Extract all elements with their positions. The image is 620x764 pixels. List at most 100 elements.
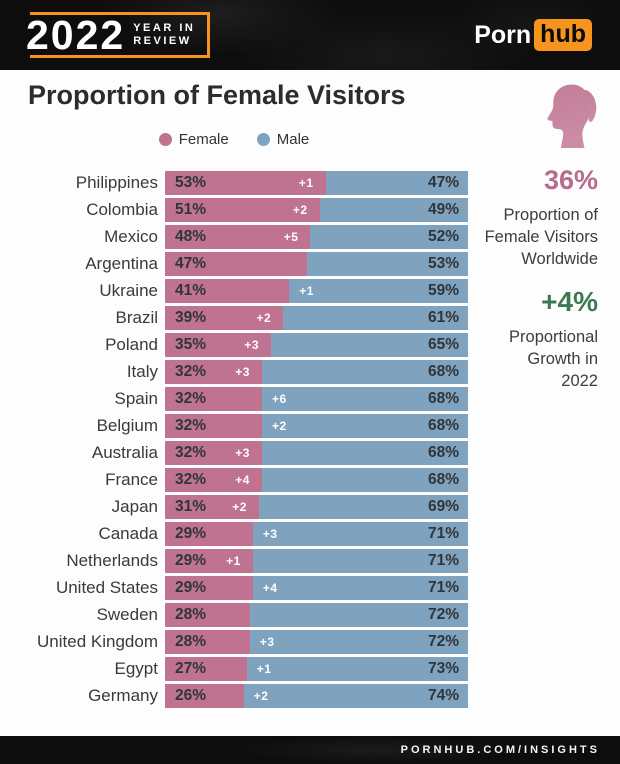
stacked-bar: 32% +4 68% xyxy=(165,467,468,492)
badge-year: 2022 xyxy=(24,15,130,56)
female-legend-dot-icon xyxy=(158,133,172,146)
female-segment: 28% xyxy=(165,602,250,627)
stacked-bar: 32% +2 68% xyxy=(165,413,468,438)
change-label: +3 xyxy=(244,337,260,352)
stacked-bar: 35% +3 65% xyxy=(165,332,468,357)
country-label: France xyxy=(105,469,158,489)
stacked-bar: 29% +1 71% xyxy=(165,548,468,573)
chart-row: France 32% +4 68% xyxy=(0,466,468,493)
chart-row: Canada 29% +3 71% xyxy=(0,520,468,547)
change-label: +1 xyxy=(256,661,272,676)
country-label: Mexico xyxy=(104,226,158,246)
change-label: +2 xyxy=(232,499,247,514)
change-label: +2 xyxy=(253,688,269,703)
chart-row: Argentina 47% 53% xyxy=(0,250,468,277)
growth-stat-label: Proportional Growth in 2022 xyxy=(509,328,598,390)
male-percent-label: 47% xyxy=(427,173,459,191)
male-percent-label: 71% xyxy=(427,551,459,569)
header-bar: 2022 YEAR IN REVIEW Porn hub xyxy=(0,0,620,70)
female-segment: 53% +1 xyxy=(165,170,326,195)
chart-row: United Kingdom 28% +3 72% xyxy=(0,628,468,655)
female-segment: 51% +2 xyxy=(165,197,320,222)
country-label: Italy xyxy=(126,361,158,381)
country-label: Australia xyxy=(91,442,158,462)
female-segment: 26% xyxy=(165,683,244,708)
male-percent-label: 68% xyxy=(427,389,459,407)
change-label: +3 xyxy=(235,364,250,379)
chart-row: Colombia 51% +2 49% xyxy=(0,196,468,223)
male-percent-label: 71% xyxy=(427,578,459,596)
female-segment: 29% +1 xyxy=(165,548,253,573)
male-percent-label: 68% xyxy=(427,470,459,488)
change-label: +1 xyxy=(299,283,314,298)
male-legend-dot-icon xyxy=(256,133,270,146)
brand-logo-part2: hub xyxy=(534,19,592,51)
female-percent-label: 51% xyxy=(175,200,207,218)
female-segment: 48% +5 xyxy=(165,224,311,249)
male-segment: 68% xyxy=(261,467,468,492)
chart-row: Sweden 28% 72% xyxy=(0,601,468,628)
female-segment: 41% xyxy=(165,278,290,303)
change-label: +2 xyxy=(292,202,308,217)
footer-bar: PORNHUB.COM/INSIGHTS xyxy=(0,736,620,764)
country-label: Colombia xyxy=(86,199,158,219)
footer-url: PORNHUB.COM/INSIGHTS xyxy=(400,744,600,756)
male-segment: +3 72% xyxy=(249,629,468,654)
male-segment: +6 68% xyxy=(261,386,468,411)
female-percent-label: 32% xyxy=(175,470,207,488)
country-label: Canada xyxy=(98,523,158,543)
male-segment: +2 68% xyxy=(261,413,468,438)
change-label: +2 xyxy=(271,418,287,433)
chart-row: Spain 32% +6 68% xyxy=(0,385,468,412)
female-percent-label: 32% xyxy=(175,416,207,434)
male-segment: 71% xyxy=(252,548,468,573)
change-label: +4 xyxy=(262,580,278,595)
female-segment: 31% +2 xyxy=(165,494,259,519)
chart-row: Brazil 39% +2 61% xyxy=(0,304,468,331)
female-percent-label: 35% xyxy=(175,335,207,353)
female-percent-label: 29% xyxy=(175,551,207,569)
female-segment: 29% xyxy=(165,575,253,600)
change-label: +1 xyxy=(226,553,241,568)
male-percent-label: 53% xyxy=(427,254,459,272)
male-segment: +2 74% xyxy=(243,683,468,708)
stacked-bar: 29% +3 71% xyxy=(165,521,468,546)
country-label: Netherlands xyxy=(66,550,158,570)
stacked-bar: 41% +1 59% xyxy=(165,278,468,303)
male-segment: +3 71% xyxy=(252,521,468,546)
country-label: Sweden xyxy=(96,604,158,624)
male-segment: 72% xyxy=(249,602,468,627)
female-percent-label: 47% xyxy=(175,254,207,272)
country-label: Germany xyxy=(88,685,158,705)
country-label: Philippines xyxy=(75,172,158,192)
female-percent-label: 26% xyxy=(175,686,207,704)
chart-row: United States 29% +4 71% xyxy=(0,574,468,601)
male-percent-label: 71% xyxy=(427,524,459,542)
country-label: Poland xyxy=(105,334,158,354)
female-percent-label: 31% xyxy=(175,497,207,515)
change-label: +3 xyxy=(262,526,278,541)
chart-row: Australia 32% +3 68% xyxy=(0,439,468,466)
male-segment: 65% xyxy=(271,332,468,357)
stacked-bar: 28% +3 72% xyxy=(165,629,468,654)
year-in-review-badge: 2022 YEAR IN REVIEW xyxy=(24,12,211,58)
legend-item-male: Male xyxy=(256,131,309,148)
change-label: +6 xyxy=(271,391,287,406)
stacked-bar: 26% +2 74% xyxy=(165,683,468,708)
female-segment: 47% xyxy=(165,251,308,276)
male-segment: +4 71% xyxy=(252,575,468,600)
male-percent-label: 68% xyxy=(427,443,459,461)
female-segment: 32% +4 xyxy=(165,467,262,492)
brand-logo-part1: Porn xyxy=(474,20,532,49)
female-segment: 32% xyxy=(165,386,262,411)
male-percent-label: 68% xyxy=(427,416,459,434)
worldwide-female-stat-label: Proportion of Female Visitors Worldwide xyxy=(484,206,598,268)
female-head-icon xyxy=(547,84,597,148)
stacked-bar: 53% +1 47% xyxy=(165,170,468,195)
stacked-bar: 48% +5 52% xyxy=(165,224,468,249)
female-percent-label: 41% xyxy=(175,281,207,299)
female-percent-label: 32% xyxy=(175,443,207,461)
female-segment: 32% xyxy=(165,413,262,438)
male-percent-label: 69% xyxy=(427,497,459,515)
